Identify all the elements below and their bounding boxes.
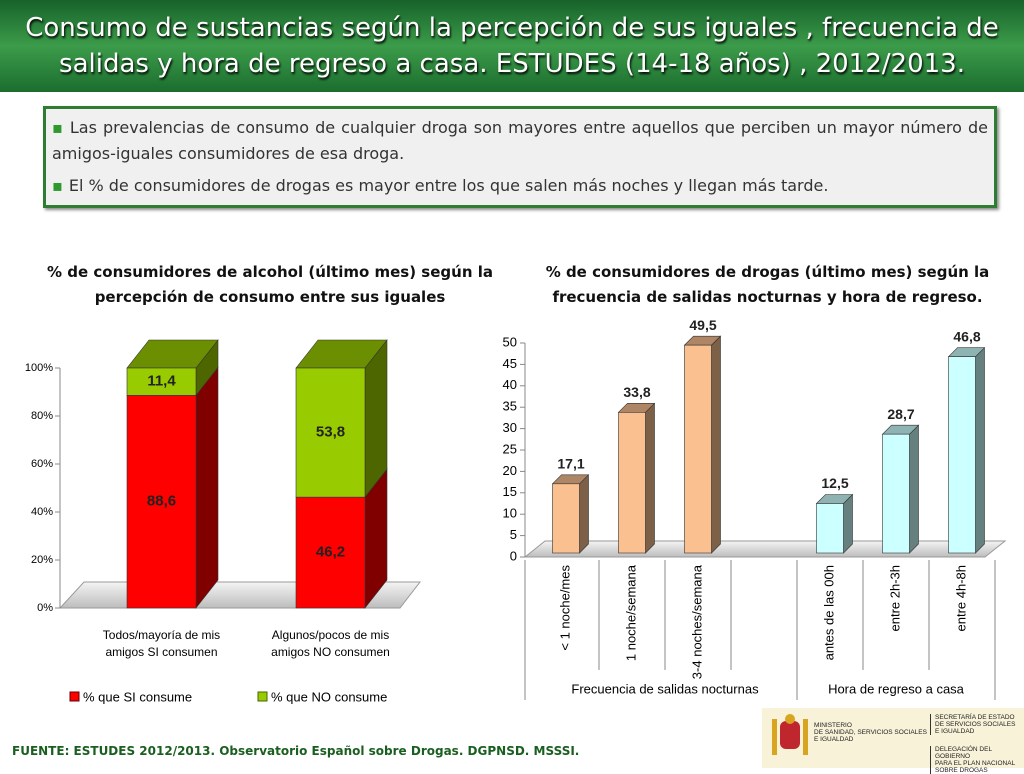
x-tick-label: entre 2h-3h <box>887 565 902 632</box>
value-label: 46,8 <box>953 328 980 344</box>
x-tick-label: Todos/mayoría de mis amigos SI consumen <box>102 628 221 659</box>
y-tick-label: 20% <box>31 554 53 566</box>
value-label: 17,1 <box>557 456 584 472</box>
x-tick-label: Algunos/pocos de mis amigos NO consumen <box>271 628 390 659</box>
logo-line: DE SERVICIOS SOCIALES <box>935 721 1016 728</box>
value-label: 12,5 <box>821 475 848 491</box>
bar <box>882 433 910 554</box>
y-tick-label: 0 <box>510 548 517 563</box>
bar <box>618 412 646 554</box>
group-label: Frecuencia de salidas nocturnas <box>571 681 759 696</box>
bullet: Las prevalencias de consumo de cualquier… <box>52 115 988 167</box>
y-tick-label: 30 <box>503 420 517 435</box>
group-label: Hora de regreso a casa <box>828 681 965 696</box>
value-label: 46,2 <box>316 544 345 561</box>
y-tick-label: 0% <box>37 602 53 614</box>
y-tick-label: 45 <box>503 356 517 371</box>
bar <box>816 503 844 554</box>
bar <box>684 344 712 554</box>
x-tick-label: entre 4h-8h <box>953 565 968 632</box>
logo-line: E IGUALDAD <box>935 728 975 735</box>
y-tick-label: 25 <box>503 441 517 456</box>
floor <box>523 540 1007 558</box>
bullet-box: Las prevalencias de consumo de cualquier… <box>43 106 997 208</box>
value-label: 49,5 <box>689 317 716 333</box>
x-tick-label: antes de las 00h <box>821 565 836 660</box>
bar-side <box>909 424 919 554</box>
source: FUENTE: ESTUDES 2012/2013. Observatorio … <box>12 744 580 758</box>
bar <box>552 483 580 554</box>
logo-line: MINISTERIO <box>814 722 852 729</box>
value-label: 33,8 <box>623 384 650 400</box>
bar <box>295 496 366 609</box>
legend-swatch <box>69 691 80 702</box>
value-label: 11,4 <box>147 373 176 390</box>
y-tick-label: 50 <box>503 334 517 349</box>
logo-line: PARA EL PLAN NACIONAL SOBRE DROGAS <box>935 760 1015 774</box>
coat-of-arms <box>772 714 808 755</box>
bar <box>126 395 197 609</box>
y-tick-label: 60% <box>31 458 53 470</box>
legend-label: % que NO consume <box>271 689 387 704</box>
y-tick-label: 5 <box>510 527 517 542</box>
legend-label: % que SI consume <box>83 689 192 704</box>
secretariat: SECRETARÍA DE ESTADO DE SERVICIOS SOCIALE… <box>930 714 1015 735</box>
chart-title: % de consumidores de alcohol (último mes… <box>47 263 493 306</box>
bar-side <box>195 366 219 609</box>
slide-title: Consumo de sustancias según la percepció… <box>25 13 999 79</box>
bar-side <box>579 474 589 554</box>
logo-line: DE SANIDAD, SERVICIOS SOCIALES <box>814 729 927 736</box>
logo: MINISTERIO DE SANIDAD, SERVICIOS SOCIALES… <box>762 708 1024 774</box>
logo-line: SECRETARÍA DE ESTADO <box>935 714 1015 721</box>
x-tick-label: 1 noche/semana <box>623 564 638 661</box>
y-tick-label: 100% <box>25 362 53 374</box>
delegation: DELEGACIÓN DEL GOBIERNO PARA EL PLAN NACI… <box>930 746 1024 774</box>
y-tick-label: 10 <box>503 506 517 521</box>
y-tick-label: 40 <box>503 377 517 392</box>
y-tick-label: 20 <box>503 463 517 478</box>
chart-title: % de consumidores de drogas (último mes)… <box>545 263 990 306</box>
bar <box>295 367 366 498</box>
bar-side <box>975 346 985 554</box>
value-label: 28,7 <box>887 406 914 422</box>
header: Consumo de sustancias según la percepció… <box>0 0 1024 92</box>
bar-side <box>711 335 721 554</box>
y-tick-label: 35 <box>503 399 517 414</box>
logo-line: DELEGACIÓN DEL GOBIERNO <box>935 746 992 760</box>
legend-swatch <box>257 691 268 702</box>
logo-line: E IGUALDAD <box>814 736 854 743</box>
bullet: El % de consumidores de drogas es mayor … <box>52 173 988 199</box>
bar <box>126 367 197 396</box>
x-tick-label: 3-4 noches/semana <box>689 564 704 679</box>
bar-side <box>843 493 853 554</box>
bar-side <box>645 402 655 554</box>
bar <box>948 356 976 554</box>
value-label: 88,6 <box>147 493 176 510</box>
y-tick-label: 15 <box>503 484 517 499</box>
ministry: MINISTERIO DE SANIDAD, SERVICIOS SOCIALES… <box>814 722 927 743</box>
y-tick-label: 40% <box>31 506 53 518</box>
x-tick-label: < 1 noche/mes <box>557 565 572 651</box>
value-label: 53,8 <box>316 424 345 441</box>
y-tick-label: 80% <box>31 410 53 422</box>
